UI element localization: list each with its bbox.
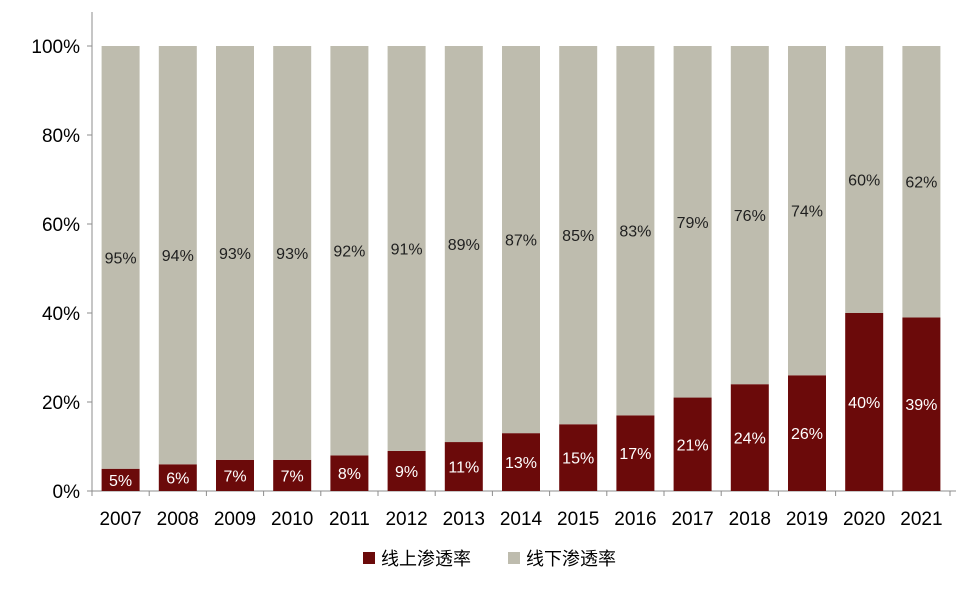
data-label-offline: 94% bbox=[162, 248, 194, 265]
bar-offline bbox=[502, 46, 540, 434]
legend-swatch bbox=[363, 552, 375, 564]
legend: 线上渗透率 线下渗透率 bbox=[363, 549, 616, 569]
data-label-offline: 74% bbox=[791, 204, 823, 221]
bar-offline bbox=[158, 46, 197, 465]
data-label-online: 9% bbox=[395, 464, 418, 481]
bar-online bbox=[387, 450, 426, 491]
bar-online bbox=[845, 313, 884, 491]
data-label-offline: 92% bbox=[333, 244, 365, 261]
bar-online bbox=[559, 424, 598, 491]
data-label-online: 40% bbox=[848, 395, 880, 412]
data-label-offline: 83% bbox=[619, 224, 651, 241]
x-tick-label: 2007 bbox=[99, 509, 141, 530]
legend-label: 线上渗透率 bbox=[381, 549, 471, 569]
bar-online bbox=[101, 468, 140, 491]
x-tick-label: 2015 bbox=[557, 509, 599, 530]
legend-label: 线下渗透率 bbox=[526, 549, 616, 569]
data-label-offline: 79% bbox=[677, 215, 709, 232]
x-tick-label: 2013 bbox=[443, 509, 485, 530]
bar-online bbox=[502, 433, 540, 491]
bar-offline bbox=[273, 46, 312, 460]
bar-offline bbox=[559, 46, 598, 425]
bar-offline bbox=[673, 46, 712, 398]
bar-online bbox=[902, 317, 941, 491]
bar-offline bbox=[330, 46, 369, 456]
bar-offline bbox=[788, 46, 826, 376]
data-label-online: 21% bbox=[677, 437, 709, 454]
x-tick-label: 2017 bbox=[671, 509, 713, 530]
data-label-online: 7% bbox=[281, 468, 304, 485]
bar-offline bbox=[216, 46, 254, 460]
data-label-online: 13% bbox=[505, 455, 537, 472]
data-label-online: 24% bbox=[734, 431, 766, 448]
data-label-online: 17% bbox=[619, 446, 651, 463]
y-tick-label: 20% bbox=[42, 393, 80, 414]
legend-swatch bbox=[508, 552, 520, 564]
x-tick-label: 2018 bbox=[729, 509, 771, 530]
data-label-offline: 60% bbox=[848, 173, 880, 190]
bar-offline bbox=[845, 46, 884, 313]
data-label-offline: 62% bbox=[905, 175, 937, 192]
x-tick-label: 2021 bbox=[900, 509, 942, 530]
data-labels: 5% 95% 6% 94% 7% 93% 7% 93% 8% 92% 9% 91% 11% 89% 13% 8… bbox=[105, 173, 938, 490]
axes: 0% 20% 40% 60% 80% 100% 2007 2008 2009 2010 2011 20… bbox=[31, 12, 956, 530]
bar-online bbox=[330, 455, 369, 491]
data-label-online: 8% bbox=[338, 466, 361, 483]
bar-online bbox=[673, 397, 712, 491]
x-tick-label: 2016 bbox=[614, 509, 656, 530]
bar-offline bbox=[387, 46, 426, 451]
data-label-online: 7% bbox=[223, 468, 246, 485]
data-label-online: 15% bbox=[562, 451, 594, 468]
bar-offline bbox=[730, 46, 769, 385]
data-label-offline: 93% bbox=[219, 246, 251, 263]
y-tick-label: 40% bbox=[42, 304, 80, 325]
y-tick-label: 60% bbox=[42, 215, 80, 236]
data-label-offline: 89% bbox=[448, 237, 480, 254]
x-tick-label: 2009 bbox=[214, 509, 256, 530]
data-label-online: 11% bbox=[448, 460, 479, 477]
bar-offline bbox=[444, 46, 483, 443]
x-tick-label: 2011 bbox=[329, 509, 370, 530]
y-tick-label: 0% bbox=[53, 482, 81, 503]
x-tick-label: 2014 bbox=[500, 509, 543, 530]
bar-online bbox=[273, 459, 312, 491]
x-tick-label: 2012 bbox=[385, 509, 427, 530]
data-label-online: 26% bbox=[791, 426, 823, 443]
bar-online bbox=[788, 375, 826, 491]
x-tick-label: 2019 bbox=[786, 509, 828, 530]
bars bbox=[101, 46, 941, 491]
data-label-offline: 85% bbox=[562, 228, 594, 245]
y-tick-label: 80% bbox=[42, 126, 80, 147]
data-label-offline: 93% bbox=[276, 246, 308, 263]
bar-offline bbox=[902, 46, 941, 318]
data-label-offline: 76% bbox=[734, 208, 766, 225]
data-label-offline: 91% bbox=[391, 241, 423, 258]
bar-online bbox=[158, 464, 197, 491]
data-label-online: 5% bbox=[109, 473, 132, 490]
bar-offline bbox=[101, 46, 140, 469]
x-tick-label: 2020 bbox=[843, 509, 885, 530]
bar-online bbox=[616, 415, 655, 491]
data-label-online: 6% bbox=[166, 471, 189, 488]
bar-online bbox=[216, 459, 254, 491]
bar-offline bbox=[616, 46, 655, 416]
x-tick-label: 2008 bbox=[157, 509, 199, 530]
data-label-offline: 87% bbox=[505, 233, 537, 250]
data-label-offline: 95% bbox=[105, 250, 137, 267]
x-tick-label: 2010 bbox=[271, 509, 313, 530]
bar-online bbox=[730, 384, 769, 491]
data-label-online: 39% bbox=[905, 397, 937, 414]
bar-online bbox=[444, 442, 483, 491]
y-tick-label: 100% bbox=[31, 37, 80, 58]
